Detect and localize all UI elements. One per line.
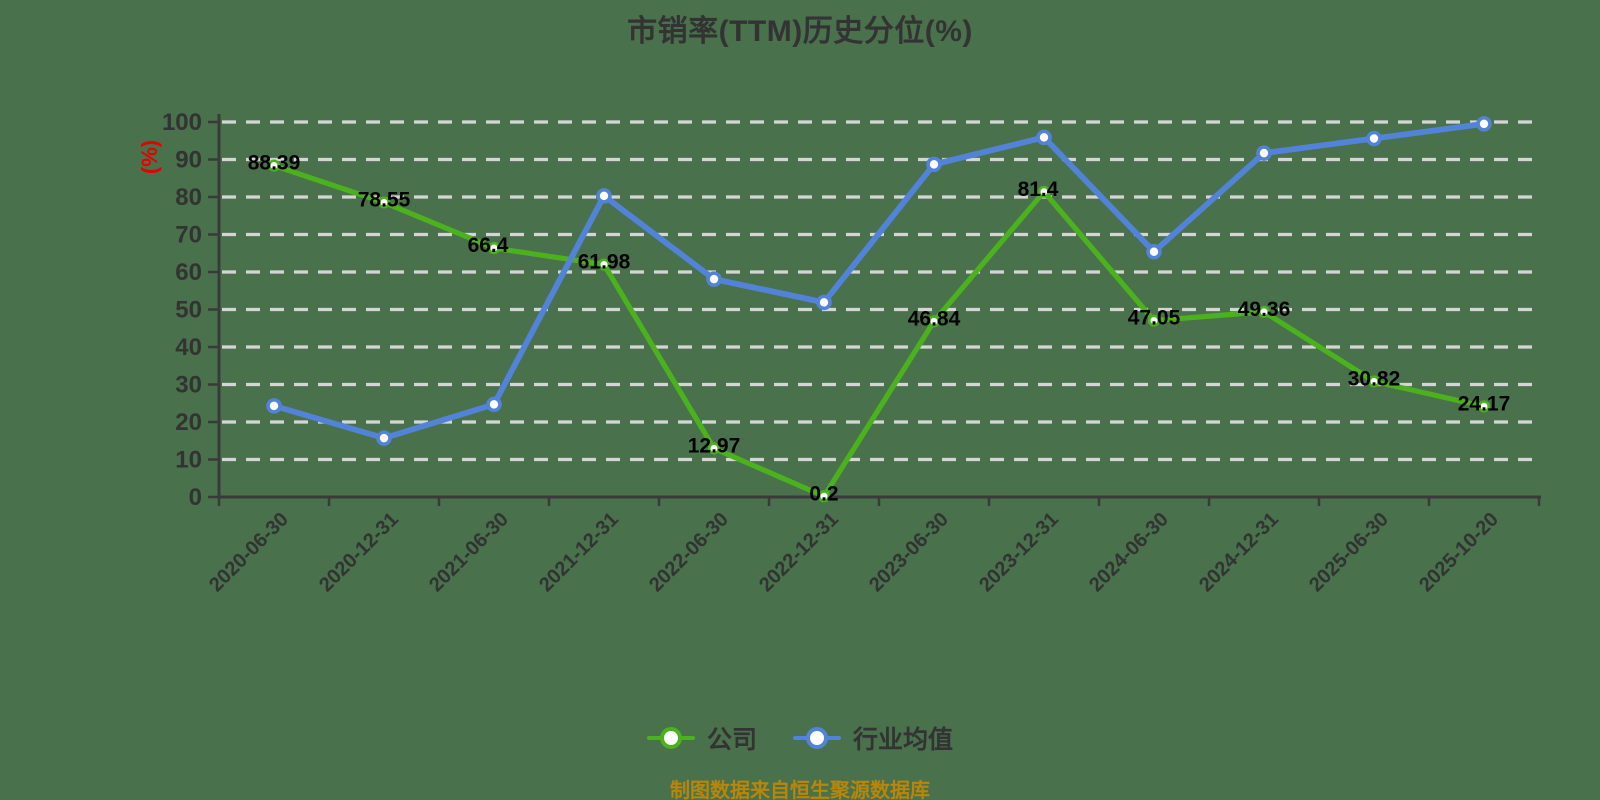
data-point-label: 24.17	[1458, 392, 1511, 415]
y-axis-tick-label: 60	[175, 259, 202, 286]
x-axis-tick-label: 2023-06-30	[865, 508, 953, 596]
y-axis-tick-label: 80	[175, 184, 202, 211]
company-data-point-2021-06-30[interactable]	[487, 241, 501, 255]
company-data-point-2025-06-30[interactable]	[1367, 375, 1381, 388]
y-axis-tick-label: 10	[175, 447, 202, 474]
y-axis-tick-label: 50	[175, 297, 202, 324]
x-axis-tick-label: 2022-12-31	[755, 508, 843, 596]
data-point-label: 88.39	[248, 152, 301, 175]
legend-label-industry-average: 行业均值	[853, 726, 954, 754]
company-data-point-2020-06-30[interactable]	[267, 159, 281, 172]
x-axis-tick-label: 2024-12-31	[1195, 508, 1283, 596]
industry-data-point-2024-06-30[interactable]	[1146, 243, 1162, 260]
company-legend-circle-icon	[659, 727, 682, 749]
x-axis-tick-label: 2020-12-31	[315, 508, 403, 596]
industry-line-marker-icon	[793, 727, 841, 749]
industry-data-point-2022-12-31[interactable]	[816, 294, 832, 311]
y-axis-tick-label: 30	[175, 372, 202, 399]
x-axis-tick-label: 2021-12-31	[535, 508, 623, 596]
industry-data-point-2021-12-31[interactable]	[596, 188, 612, 204]
company-data-point-2020-12-31[interactable]	[377, 196, 391, 209]
company-series-line	[271, 162, 1487, 499]
company-data-point-2022-12-31[interactable]	[817, 490, 831, 503]
industry-data-point-2020-12-31[interactable]	[376, 430, 392, 446]
data-point-label: 46.84	[908, 307, 961, 330]
company-line-marker-icon	[646, 727, 695, 749]
x-axis-tick-label: 2025-06-30	[1305, 508, 1393, 596]
industry-data-point-2023-06-30[interactable]	[926, 156, 942, 173]
company-data-point-2024-06-30[interactable]	[1147, 314, 1161, 327]
y-axis-tick-label: 70	[175, 222, 202, 249]
company-data-point-2022-06-30[interactable]	[707, 442, 721, 455]
company-data-point-2023-12-31[interactable]	[1037, 185, 1051, 198]
industry-data-point-2023-12-31[interactable]	[1036, 129, 1052, 146]
x-axis-tick-label: 2022-06-30	[645, 508, 733, 596]
data-point-label: 47.05	[1128, 307, 1181, 330]
x-axis-tick-label: 2020-06-30	[205, 508, 293, 596]
data-point-label: 81.4	[1018, 178, 1059, 201]
y-axis-tick-label: 40	[175, 334, 202, 361]
data-point-label: 61.98	[578, 251, 631, 274]
legend: 公司 行业均值	[0, 720, 1600, 756]
legend-label-company: 公司	[706, 726, 757, 754]
data-point-label: 78.55	[358, 188, 411, 211]
industry-legend-circle-icon	[806, 727, 828, 749]
y-axis-tick-label: 0	[189, 484, 202, 511]
industry-data-point-2025-06-30[interactable]	[1366, 130, 1382, 147]
y-axis-tick-label: 20	[175, 409, 202, 436]
x-axis-tick-label: 2024-06-30	[1085, 508, 1173, 596]
y-axis-tick-label: 90	[175, 147, 202, 174]
legend-item-industry-average[interactable]: 行业均值	[793, 720, 953, 756]
data-point-label: 12.97	[688, 434, 741, 457]
y-axis-tick-label: 100	[162, 109, 202, 136]
data-point-label: 0.2	[809, 482, 838, 505]
company-data-point-2021-12-31[interactable]	[597, 258, 611, 271]
industry-data-point-2021-06-30[interactable]	[486, 396, 502, 413]
x-axis-tick-label: 2025-10-20	[1415, 508, 1503, 596]
data-point-label: 30.82	[1348, 367, 1401, 390]
data-source-caption: 制图数据来自恒生聚源数据库	[670, 780, 930, 800]
company-data-point-2025-10-20[interactable]	[1477, 400, 1491, 413]
industry-data-point-2025-10-20[interactable]	[1476, 116, 1492, 132]
x-axis-tick-label: 2021-06-30	[425, 508, 513, 596]
data-point-label: 66.4	[468, 234, 509, 257]
data-point-label: 49.36	[1238, 298, 1291, 321]
axis-lines	[217, 114, 1541, 499]
x-axis-tick-label: 2023-12-31	[975, 508, 1063, 596]
industry-data-point-2024-12-31[interactable]	[1256, 145, 1272, 161]
company-data-point-2023-06-30[interactable]	[927, 315, 941, 328]
industry-data-point-2020-06-30[interactable]	[266, 398, 282, 414]
industry-data-point-2022-06-30[interactable]	[706, 271, 722, 287]
industry-series-line	[271, 120, 1487, 442]
chart-title: 市销率(TTM)历史分位(%)	[627, 15, 973, 48]
legend-item-company[interactable]: 公司	[646, 720, 757, 756]
company-data-point-2024-12-31[interactable]	[1257, 305, 1271, 319]
